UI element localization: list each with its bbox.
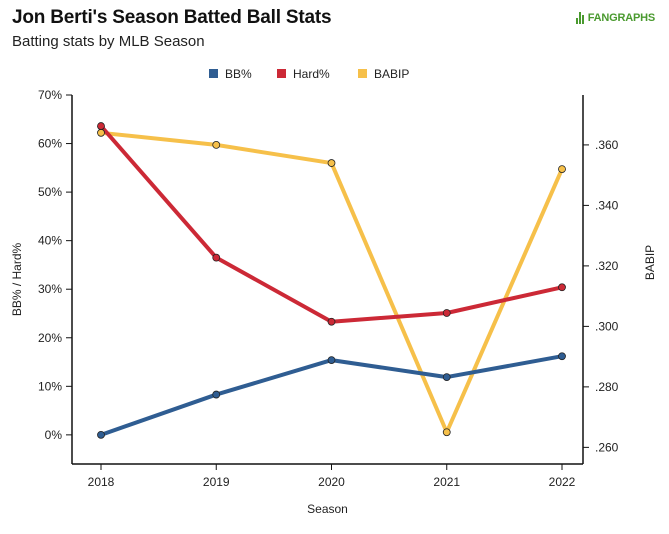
y-left-tick-label: 50% — [38, 185, 62, 199]
point-hard-2020 — [327, 317, 336, 326]
series-lines — [99, 124, 564, 437]
legend: BB% Hard% BABIP — [209, 67, 409, 81]
y-left-tick-label: 70% — [38, 88, 62, 102]
y-left-tick-label: 10% — [38, 379, 62, 393]
x-tick-label: 2018 — [88, 475, 115, 489]
point-bb-2021 — [442, 373, 451, 381]
legend-label-babip: BABIP — [374, 67, 409, 81]
y-right-tick-label: .280 — [595, 380, 619, 394]
y-axis-left-title: BB% / Hard% — [10, 242, 24, 316]
axes: 0% 10% 20% 30% 40% 50% 60% 70% .260 .280 .300 .320.… — [10, 88, 657, 516]
point-bb-2020 — [327, 356, 336, 364]
series-points — [97, 122, 566, 439]
brand-text: FANGRAPHS — [587, 12, 655, 24]
y-left-tick-label: 60% — [38, 137, 62, 151]
y-right-tick-label: .360 — [595, 138, 619, 152]
x-axis-title: Season — [307, 502, 348, 516]
point-babip-2020 — [327, 159, 336, 167]
point-babip-2019 — [212, 141, 221, 149]
point-bb-2018 — [97, 430, 105, 439]
fangraphs-bars-icon — [575, 12, 586, 24]
series-line-hard — [99, 124, 564, 324]
y-left-tick-label: 0% — [45, 428, 63, 442]
y-axis-right-title: BABIP — [643, 245, 657, 280]
point-babip-2021 — [442, 428, 451, 437]
y-right-tick-label: .260 — [595, 440, 619, 454]
series-line-babip — [99, 130, 564, 435]
chart-title: Jon Berti's Season Batted Ball Stats — [12, 7, 332, 28]
y-right-tick-label: .300 — [595, 319, 619, 333]
x-tick-label: 2019 — [203, 475, 230, 489]
legend-swatch-hard — [277, 69, 286, 78]
series-line-bb — [99, 354, 564, 437]
x-tick-label: 2022 — [549, 475, 576, 489]
point-babip-2022 — [558, 165, 566, 174]
point-bb-2022 — [558, 352, 566, 361]
x-tick-label: 2020 — [318, 475, 345, 489]
point-hard-2018 — [97, 122, 105, 130]
legend-swatch-bb — [209, 69, 218, 78]
point-hard-2021 — [442, 309, 451, 317]
chart-subtitle: Batting stats by MLB Season — [12, 33, 205, 50]
legend-swatch-babip — [358, 69, 367, 78]
x-tick-label: 2021 — [433, 475, 460, 489]
point-hard-2022 — [558, 283, 566, 292]
fangraphs-logo: FANGRAPHS — [575, 12, 655, 24]
legend-label-bb: BB% — [225, 67, 252, 81]
y-left-tick-label: 30% — [38, 282, 62, 296]
y-left-tick-label: 20% — [38, 331, 62, 345]
point-bb-2019 — [212, 390, 221, 399]
y-right-tick-label: .340 — [595, 198, 619, 212]
y-left-tick-label: 40% — [38, 234, 62, 248]
y-right-tick-label: .320 — [595, 259, 619, 273]
legend-label-hard: Hard% — [293, 67, 330, 81]
point-babip-2018 — [97, 128, 105, 137]
point-hard-2019 — [212, 253, 221, 262]
